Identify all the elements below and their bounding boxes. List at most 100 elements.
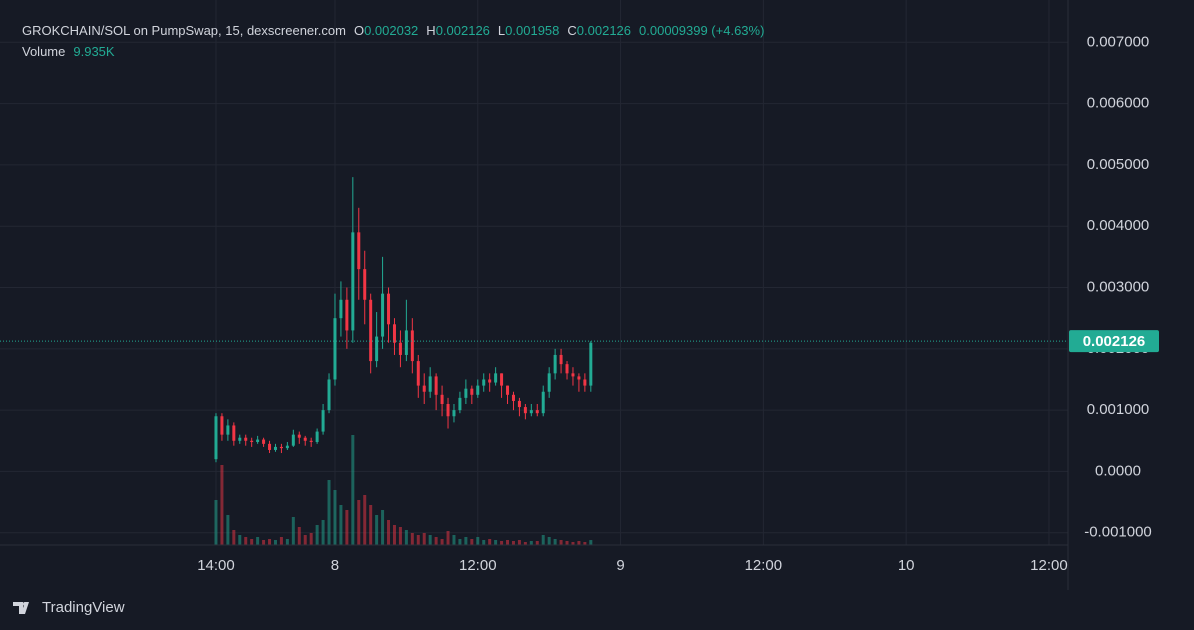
candle-body	[494, 373, 498, 383]
candle-body	[511, 394, 515, 401]
volume-bar	[589, 540, 593, 545]
y-tick-label: 0.0000	[1095, 462, 1141, 479]
candle-body	[416, 361, 420, 386]
volume-bar	[268, 539, 272, 545]
tradingview-logo-dot	[23, 602, 27, 606]
title: GROKCHAIN/SOL on PumpSwap, 15, dexscreen…	[22, 23, 346, 38]
candle-body	[387, 293, 391, 325]
volume-bar	[470, 539, 474, 545]
candle-body	[553, 354, 557, 374]
volume-bar	[273, 540, 277, 545]
volume-bar	[232, 530, 236, 545]
volume-bar	[500, 541, 504, 545]
volume-bar	[339, 505, 343, 545]
volume-pane	[214, 435, 593, 545]
grid	[0, 0, 1068, 545]
x-tick-label: 10	[898, 557, 915, 574]
volume-bar	[315, 525, 319, 545]
volume-bar	[398, 527, 402, 545]
y-tick-label: 0.004000	[1087, 217, 1150, 234]
candle-body	[279, 446, 283, 449]
volume-bar	[345, 510, 349, 545]
volume-bar	[381, 510, 385, 545]
volume-bar	[547, 537, 551, 545]
volume-bar	[494, 540, 498, 545]
candle-body	[398, 342, 402, 355]
candle-body	[285, 445, 289, 449]
volume-bar	[577, 541, 581, 545]
candle-body	[523, 407, 527, 414]
volume-bar	[250, 539, 254, 545]
candle-body	[291, 434, 295, 446]
y-tick-label: -0.001000	[1084, 524, 1152, 541]
high-label: H	[426, 23, 435, 38]
volume-bar	[535, 541, 539, 545]
candles	[214, 177, 593, 463]
candle-body	[375, 336, 379, 362]
open-label: O	[354, 23, 364, 38]
volume-bar	[369, 505, 373, 545]
x-tick-label: 8	[331, 557, 339, 574]
candle-body	[256, 439, 260, 443]
x-tick-label: 12:00	[745, 557, 783, 574]
low-value: 0.001958	[505, 23, 559, 38]
candle-body	[458, 397, 462, 411]
volume-bar	[434, 537, 438, 545]
branding-text: TradingView	[42, 599, 125, 616]
symbol-title: GROKCHAIN/SOL on PumpSwap, 15, dexscreen…	[22, 23, 764, 38]
candle-body	[220, 416, 224, 435]
volume-bar	[506, 540, 510, 545]
candle-body	[589, 342, 593, 386]
candle-body	[577, 376, 581, 380]
candle-body	[506, 385, 510, 395]
candle-body	[547, 373, 551, 392]
candle-body	[339, 299, 343, 319]
volume-bar	[458, 539, 462, 545]
volume-bar	[440, 539, 444, 545]
y-tick-label: 0.005000	[1087, 156, 1150, 173]
volume-bar	[214, 500, 218, 545]
volume-bar	[404, 530, 408, 545]
volume-bar	[416, 535, 420, 545]
candle-body	[464, 388, 468, 398]
candle-body	[565, 364, 569, 374]
volume-bar	[517, 540, 521, 545]
candle-body	[273, 446, 277, 450]
candle-body	[226, 425, 230, 435]
candle-body	[363, 269, 367, 300]
close-value: 0.002126	[577, 23, 631, 38]
candle-body	[357, 232, 361, 270]
candle-body	[500, 373, 504, 386]
volume-bar	[387, 520, 391, 545]
volume-label: Volume	[22, 44, 65, 59]
change-value: 0.00009399 (+4.63%)	[639, 23, 764, 38]
volume-bar	[488, 539, 492, 545]
candle-body	[434, 376, 438, 395]
volume-bar	[452, 535, 456, 545]
y-tick-label: 0.003000	[1087, 278, 1150, 295]
volume-bar	[279, 537, 283, 545]
y-tick-label: 0.001000	[1087, 401, 1150, 418]
candle-body	[476, 385, 480, 395]
candle-body	[440, 394, 444, 404]
volume-bar	[464, 537, 468, 545]
volume-bar	[357, 500, 361, 545]
x-tick-label: 12:00	[459, 557, 497, 574]
candle-body	[559, 354, 563, 365]
y-tick-label: 0.006000	[1087, 95, 1150, 112]
candle-body	[541, 391, 545, 414]
volume-bar	[541, 535, 545, 545]
candle-body	[309, 440, 313, 443]
candle-body	[452, 410, 456, 417]
candle-body	[250, 440, 254, 443]
x-tick-label: 12:00	[1030, 557, 1068, 574]
candle-body	[351, 232, 355, 331]
candle-body	[327, 379, 331, 411]
volume-bar	[238, 535, 242, 545]
candle-body	[571, 373, 575, 377]
volume-bar	[559, 540, 563, 545]
volume-bar	[583, 542, 587, 545]
volume-bar	[446, 531, 450, 545]
volume-bar	[529, 541, 533, 545]
